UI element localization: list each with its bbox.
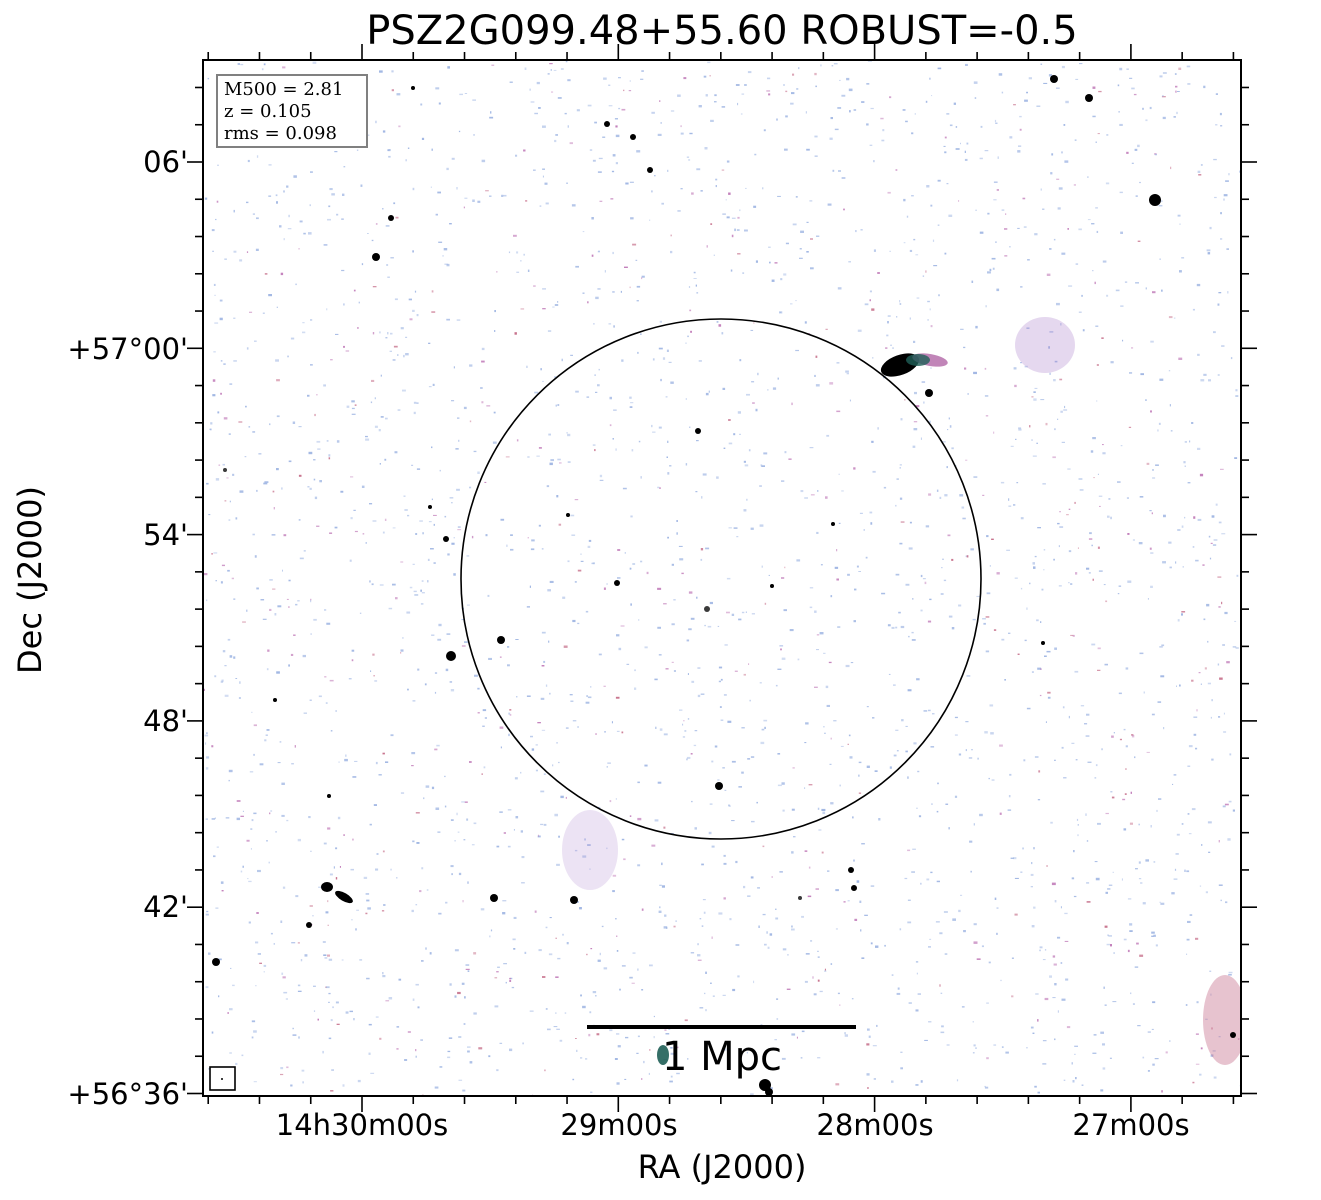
y-tick-label: +56°36' <box>67 1077 188 1111</box>
radio-source <box>1149 194 1161 206</box>
radio-source <box>321 882 333 892</box>
y-tick-label: +57°00' <box>67 332 188 366</box>
diffuse-emission <box>562 317 1241 1065</box>
radio-source <box>446 651 456 661</box>
radio-source <box>566 513 570 517</box>
radio-source <box>715 782 723 790</box>
radio-source <box>925 389 933 397</box>
radio-source <box>770 584 774 588</box>
radio-source-core <box>906 354 930 366</box>
info-mass: M500 = 2.81 <box>224 79 344 100</box>
radio-source <box>411 86 415 90</box>
diffuse-emission-patch <box>1203 975 1241 1065</box>
radio-source <box>212 958 220 966</box>
info-redshift: z = 0.105 <box>224 101 312 122</box>
radio-source <box>831 522 835 526</box>
radio-sources <box>212 75 1236 1096</box>
y-tick-label: 54' <box>143 518 188 552</box>
radio-source <box>497 636 505 644</box>
radio-source <box>273 698 277 702</box>
radio-source <box>1085 94 1093 102</box>
radio-source <box>1041 641 1045 645</box>
radio-noise-background <box>203 60 1241 1096</box>
radio-source <box>570 896 578 904</box>
radio-source <box>614 580 620 586</box>
radio-source <box>223 468 227 472</box>
radio-source <box>388 215 394 221</box>
radio-source <box>704 606 710 612</box>
radio-source <box>327 794 331 798</box>
plot-frame <box>202 59 1242 1097</box>
axis-ticks <box>187 44 1257 1112</box>
y-axis-label: Dec (J2000) <box>11 486 49 674</box>
scale-bar-label: 1 Mpc <box>661 1034 783 1080</box>
beam-ellipse <box>221 1078 223 1080</box>
radio-source <box>490 894 498 902</box>
y-tick-label: 48' <box>143 704 188 738</box>
radio-source <box>1050 75 1058 83</box>
radio-source <box>372 253 380 261</box>
x-axis-label: RA (J2000) <box>637 1148 807 1186</box>
radio-source <box>306 922 312 928</box>
y-tick-label: 42' <box>143 890 188 924</box>
radio-source <box>604 121 610 127</box>
radio-source <box>1230 1032 1236 1038</box>
radio-source <box>851 885 857 891</box>
r500-circle <box>460 318 982 840</box>
info-box: M500 = 2.81 z = 0.105 rms = 0.098 <box>216 74 368 148</box>
figure-title: PSZ2G099.48+55.60 ROBUST=-0.5 <box>366 8 1078 54</box>
radio-source <box>657 1045 669 1065</box>
radio-source <box>428 505 432 509</box>
radio-source <box>443 536 449 542</box>
radio-source <box>630 134 636 140</box>
radio-source <box>759 1079 771 1091</box>
radio-source <box>765 1088 773 1096</box>
diffuse-emission-patch <box>1015 317 1075 373</box>
x-tick-label: 29m00s <box>560 1108 678 1142</box>
x-tick-label: 27m00s <box>1072 1108 1190 1142</box>
y-tick-label: 06' <box>143 145 188 179</box>
info-rms: rms = 0.098 <box>224 123 337 144</box>
diffuse-emission-patch <box>562 810 618 890</box>
radio-source <box>848 867 854 873</box>
x-tick-label: 28m00s <box>816 1108 934 1142</box>
radio-source <box>695 428 701 434</box>
radio-source <box>647 167 653 173</box>
radio-source <box>798 896 802 900</box>
radio-source <box>335 890 353 904</box>
x-tick-label: 14h30m00s <box>275 1108 449 1142</box>
